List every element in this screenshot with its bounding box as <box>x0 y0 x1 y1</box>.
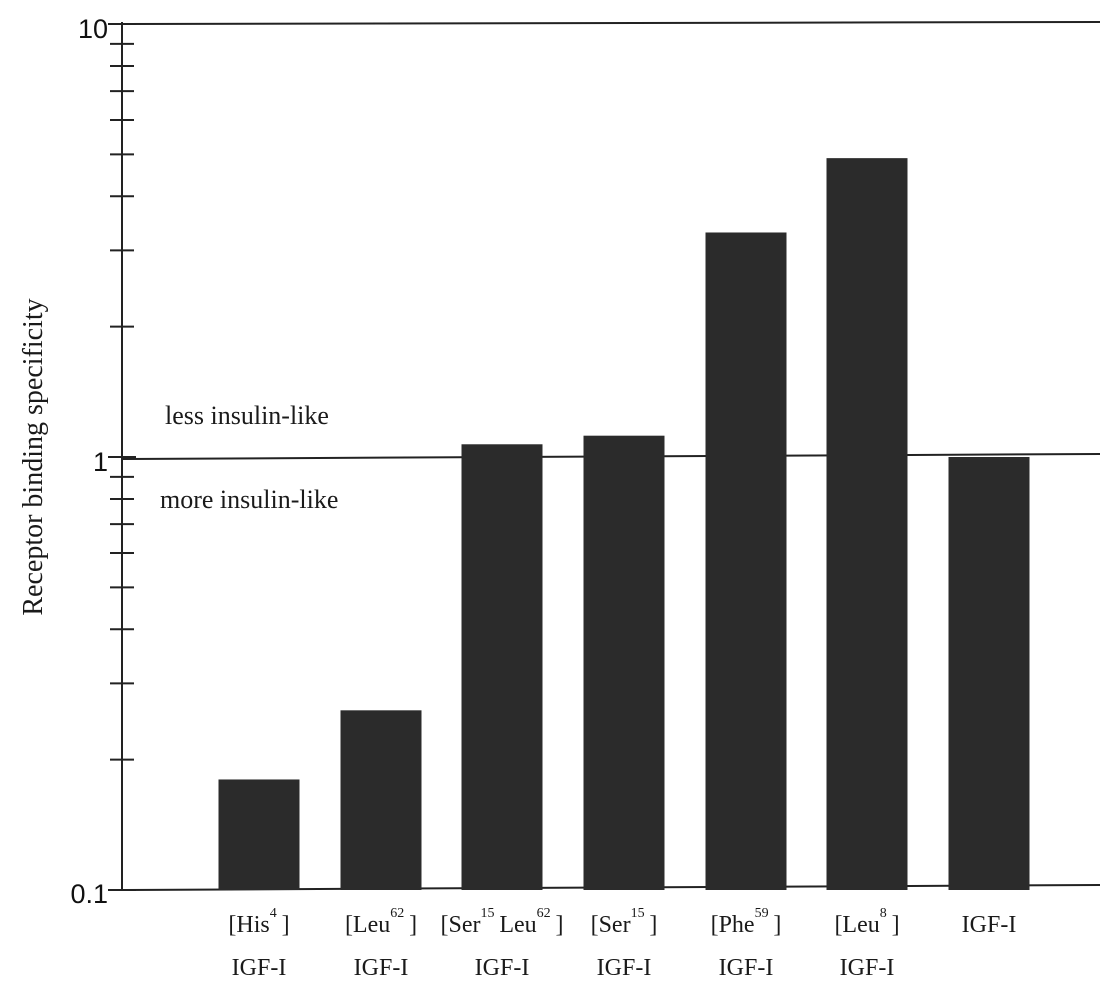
bars <box>218 158 1030 891</box>
x-tick-label: [Leu62 ] <box>345 906 417 938</box>
x-tick-label-line2: IGF-I <box>840 955 895 981</box>
x-tick-label-line2: IGF-I <box>354 955 409 981</box>
x-tick-label-line2: IGF-I <box>475 955 530 981</box>
bar <box>826 158 908 891</box>
y-tick-label: 1 <box>93 447 108 477</box>
bar <box>218 779 300 890</box>
x-tick-labels: [His4 ] IGF-I [Leu62 ] IGF-I [Ser15 Leu62 ] I… <box>228 906 1016 981</box>
x-tick-label-line2: IGF-I <box>232 955 287 981</box>
x-tick-label-line2: IGF-I <box>719 955 774 981</box>
bar <box>705 232 787 890</box>
annotation-less-insulin-like: less insulin-like <box>165 401 329 430</box>
x-tick-label: [Phe59 ] <box>711 906 782 938</box>
x-tick-label: [Ser15 Leu62 ] <box>441 906 564 938</box>
bar <box>948 457 1030 890</box>
x-tick-label: [Ser15 ] <box>591 906 658 938</box>
y-tick-label: 0.1 <box>70 879 108 909</box>
y-axis-label: Receptor binding specificity <box>18 298 49 615</box>
x-tick-label: [Leu8 ] <box>834 906 899 938</box>
annotation-more-insulin-like: more insulin-like <box>160 485 338 514</box>
y-minor-ticks <box>108 23 136 891</box>
y-tick-label: 10 <box>78 14 108 44</box>
x-tick-label: IGF-I <box>962 912 1017 938</box>
x-tick-label-line2: IGF-I <box>597 955 652 981</box>
bar <box>583 435 665 890</box>
top-border <box>121 21 1100 25</box>
bar <box>340 710 422 890</box>
bar <box>461 444 543 890</box>
x-tick-label: [His4 ] <box>228 906 289 938</box>
